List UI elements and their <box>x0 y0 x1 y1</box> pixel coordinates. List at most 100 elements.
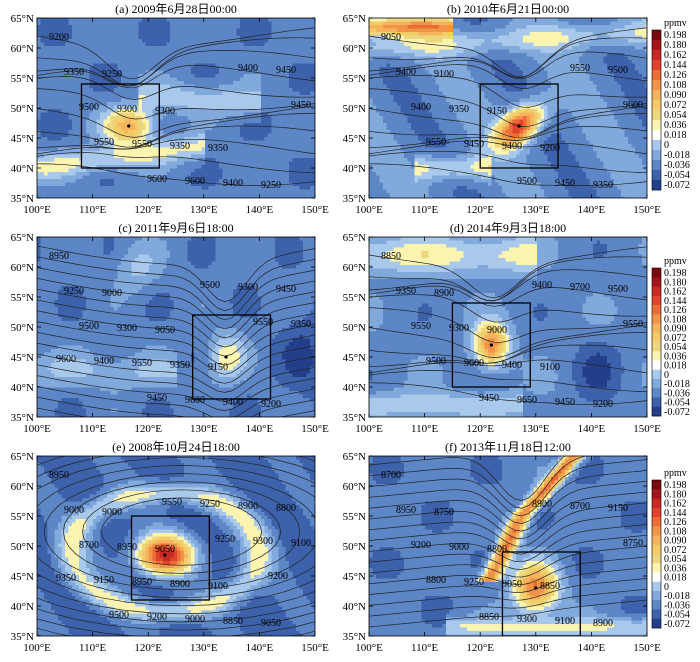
field-cell <box>453 35 457 40</box>
field-cell <box>142 109 146 113</box>
field-cell <box>170 74 174 78</box>
field-cell <box>264 158 269 162</box>
field-cell <box>37 81 41 85</box>
field-cell <box>149 186 153 190</box>
field-cell <box>54 154 59 159</box>
field-cell <box>159 35 164 40</box>
field-cell <box>194 193 199 197</box>
field-cell <box>103 63 108 68</box>
field-cell <box>79 172 83 176</box>
field-cell <box>303 70 307 75</box>
field-cell <box>82 196 87 198</box>
field-cell <box>530 39 534 43</box>
field-cell <box>117 182 122 187</box>
field-cell <box>86 60 90 64</box>
field-cell <box>505 49 510 54</box>
field-cell <box>247 28 251 33</box>
field-cell <box>208 46 213 50</box>
field-cell <box>201 151 206 155</box>
field-cell <box>142 119 146 124</box>
field-cell <box>72 116 76 120</box>
field-cell <box>477 21 482 26</box>
field-cell <box>110 144 115 148</box>
field-cell <box>180 116 185 120</box>
field-cell <box>467 28 471 33</box>
field-cell <box>135 98 139 103</box>
field-cell <box>114 168 118 173</box>
field-cell <box>96 112 101 117</box>
field-cell <box>226 60 230 64</box>
field-cell <box>163 81 167 85</box>
field-cell <box>250 137 255 141</box>
field-cell <box>75 186 80 190</box>
field-cell <box>208 130 213 134</box>
field-cell <box>372 42 377 47</box>
field-cell <box>463 35 468 40</box>
field-cell <box>379 46 384 50</box>
field-cell <box>47 98 52 103</box>
field-cell <box>128 49 132 54</box>
field-cell <box>530 42 534 47</box>
field-cell <box>285 35 290 40</box>
field-cell <box>177 182 181 187</box>
field-cell <box>240 126 244 131</box>
field-cell <box>376 32 380 36</box>
field-cell <box>275 102 279 106</box>
field-cell <box>299 81 304 85</box>
field-cell <box>54 151 59 155</box>
field-cell <box>82 88 87 92</box>
field-cell <box>278 98 283 103</box>
field-cell <box>474 35 478 40</box>
field-cell <box>142 91 146 96</box>
field-cell <box>624 46 629 50</box>
field-cell <box>58 102 62 106</box>
field-cell <box>428 25 433 29</box>
field-cell <box>170 158 174 162</box>
field-cell <box>205 168 209 173</box>
field-cell <box>390 21 394 26</box>
field-cell <box>236 56 241 61</box>
field-cell <box>285 133 290 138</box>
field-cell <box>107 42 111 47</box>
field-cell <box>386 49 391 54</box>
field-cell <box>558 32 562 36</box>
field-cell <box>477 25 482 29</box>
field-cell <box>425 18 429 22</box>
field-cell <box>568 18 573 22</box>
field-cell <box>261 165 265 169</box>
field-cell <box>68 119 73 124</box>
field-cell <box>589 25 594 29</box>
field-cell <box>121 53 125 57</box>
field-cell <box>138 70 143 75</box>
field-cell <box>299 144 304 148</box>
field-cell <box>72 172 76 176</box>
field-cell <box>407 39 412 43</box>
field-cell <box>61 32 66 36</box>
field-cell <box>68 179 73 183</box>
field-cell <box>226 63 230 68</box>
field-cell <box>37 109 41 113</box>
field-cell <box>201 53 206 57</box>
field-cell <box>477 18 482 22</box>
field-cell <box>37 77 41 82</box>
field-cell <box>275 172 279 176</box>
field-cell <box>303 130 307 134</box>
field-cell <box>54 172 59 176</box>
field-cell <box>498 28 503 33</box>
field-cell <box>299 49 304 54</box>
field-cell <box>275 70 279 75</box>
field-cell <box>79 32 83 36</box>
field-cell <box>159 81 164 85</box>
field-cell <box>296 175 300 180</box>
field-cell <box>145 74 150 78</box>
field-cell <box>488 39 492 43</box>
field-cell <box>292 67 297 71</box>
field-cell <box>61 95 66 99</box>
field-cell <box>51 28 55 33</box>
field-cell <box>68 84 73 89</box>
field-cell <box>264 46 269 50</box>
field-cell <box>177 42 181 47</box>
field-cell <box>208 133 213 138</box>
field-cell <box>278 158 283 162</box>
field-cell <box>268 119 272 124</box>
